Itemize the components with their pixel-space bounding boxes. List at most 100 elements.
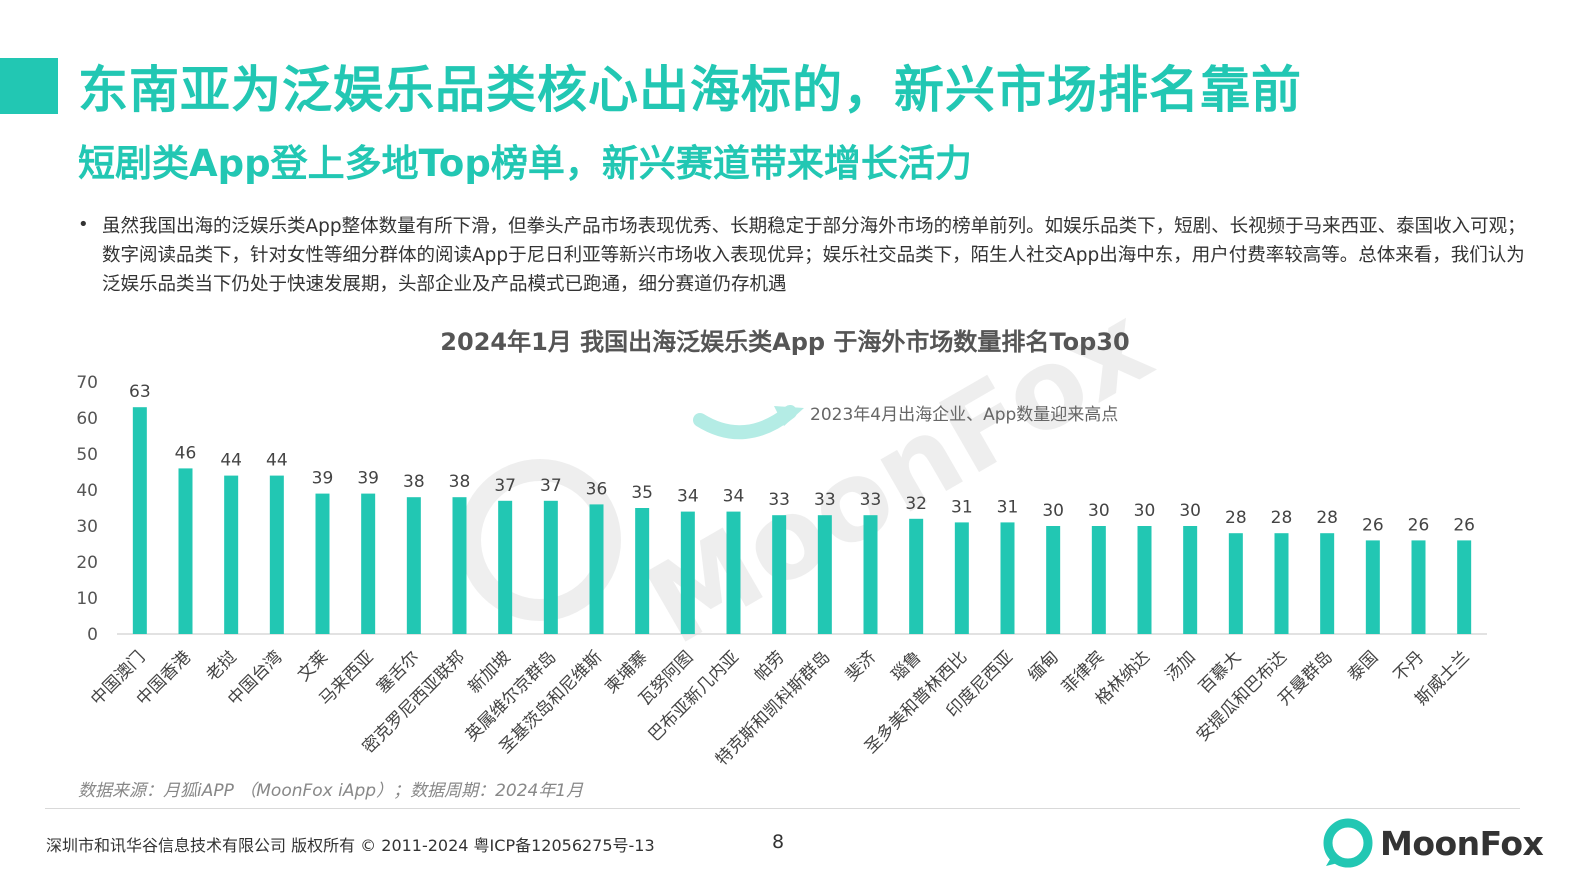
bar xyxy=(543,500,558,634)
bar-value-label: 37 xyxy=(540,476,562,496)
bar xyxy=(406,497,421,634)
x-category-label: 老挝 xyxy=(203,647,241,685)
bar xyxy=(863,515,878,634)
bar-value-label: 35 xyxy=(631,483,653,503)
footer-copyright: 深圳市和讯华谷信息技术有限公司 版权所有 © 2011-2024 粤ICP备12… xyxy=(46,836,655,855)
bar xyxy=(726,511,741,634)
annotation-arrow-icon xyxy=(693,405,797,440)
bar xyxy=(635,508,650,634)
bar xyxy=(909,518,924,634)
x-category-label: 斐济 xyxy=(842,647,880,685)
bar-value-label: 34 xyxy=(723,487,745,507)
bar-value-label: 39 xyxy=(312,469,334,489)
y-tick-label: 0 xyxy=(87,625,98,645)
bar xyxy=(1183,526,1198,634)
bar xyxy=(1228,533,1243,634)
x-category-label: 帕劳 xyxy=(751,647,789,685)
logo-text: MoonFox xyxy=(1380,824,1544,863)
bar-value-label: 30 xyxy=(1088,501,1110,521)
bar xyxy=(817,515,832,634)
y-tick-label: 60 xyxy=(76,409,98,429)
annotation-group: 2023年4月出海企业、App数量迎来高点 xyxy=(693,405,1118,440)
bar-value-label: 33 xyxy=(814,490,836,510)
bar-value-label: 34 xyxy=(677,487,699,507)
y-tick-label: 70 xyxy=(76,373,98,393)
page-title: 东南亚为泛娱乐品类核心出海标的，新兴市场排名靠前 xyxy=(78,61,1302,119)
bar xyxy=(954,522,969,634)
bar-value-label: 28 xyxy=(1225,508,1247,528)
y-tick-label: 50 xyxy=(76,445,98,465)
bar-value-label: 30 xyxy=(1042,501,1064,521)
moonfox-logo: MoonFox xyxy=(1322,818,1544,868)
bullet-dot-icon: • xyxy=(78,214,89,235)
bar xyxy=(1320,533,1335,634)
bar-value-label: 39 xyxy=(357,469,379,489)
bar-chart: MoonFox 2024年1月 我国出海泛娱乐类App 于海外市场数量排名Top… xyxy=(76,280,1487,770)
y-tick-label: 30 xyxy=(76,517,98,537)
bar xyxy=(1411,540,1426,634)
y-axis: 0 10 20 30 40 50 60 70 xyxy=(76,373,98,645)
title-accent-block xyxy=(0,58,58,114)
y-tick-label: 40 xyxy=(76,481,98,501)
bar xyxy=(772,515,787,634)
bar xyxy=(132,407,147,634)
bar-value-label: 30 xyxy=(1179,501,1201,521)
bar xyxy=(178,468,193,634)
bar xyxy=(1046,526,1061,634)
bar-value-label: 31 xyxy=(997,497,1019,517)
bars-group xyxy=(132,407,1472,634)
y-tick-label: 20 xyxy=(76,553,98,573)
value-labels-group: 63 46 44 44 39 39 38 38 37 37 36 35 34 34 33 33 33 32 31 31… xyxy=(129,382,1475,535)
bar xyxy=(361,493,376,634)
bar xyxy=(1000,522,1015,634)
bar-value-label: 30 xyxy=(1134,501,1156,521)
x-category-label: 瑙鲁 xyxy=(888,647,926,685)
bar xyxy=(452,497,467,634)
bar-value-label: 37 xyxy=(494,476,516,496)
bar-value-label: 31 xyxy=(951,497,973,517)
bar xyxy=(1137,526,1152,634)
summary-text: 虽然我国出海的泛娱乐类App整体数量有所下滑，但拳头产品市场表现优秀、长期稳定于… xyxy=(102,216,1526,295)
chart-title: 2024年1月 我国出海泛娱乐类App 于海外市场数量排名Top30 xyxy=(440,328,1129,356)
annotation-text: 2023年4月出海企业、App数量迎来高点 xyxy=(810,405,1118,425)
bar-value-label: 44 xyxy=(220,451,242,471)
bar-value-label: 63 xyxy=(129,382,151,402)
bar-value-label: 32 xyxy=(905,494,927,514)
summary-bullet: • 虽然我国出海的泛娱乐类App整体数量有所下滑，但拳头产品市场表现优秀、长期稳… xyxy=(78,212,1528,299)
bar-value-label: 33 xyxy=(860,490,882,510)
bar-value-label: 26 xyxy=(1453,515,1475,535)
bar xyxy=(1091,526,1106,634)
x-category-label: 文莱 xyxy=(294,647,332,685)
annotation-arrow-head-icon xyxy=(774,406,804,426)
bar-value-label: 36 xyxy=(586,479,608,499)
bar xyxy=(680,511,695,634)
bar-value-label: 26 xyxy=(1408,515,1430,535)
bar xyxy=(315,493,330,634)
x-category-label: 缅甸 xyxy=(1025,647,1063,685)
bar-value-label: 28 xyxy=(1271,508,1293,528)
x-category-label: 不丹 xyxy=(1390,647,1428,685)
bar-value-label: 26 xyxy=(1362,515,1384,535)
footer-divider xyxy=(45,808,1520,809)
bar-value-label: 28 xyxy=(1316,508,1338,528)
x-category-label: 汤加 xyxy=(1162,647,1200,685)
bar-value-label: 33 xyxy=(768,490,790,510)
moonfox-logo-icon xyxy=(1323,818,1373,868)
x-category-label: 泰国 xyxy=(1344,647,1382,685)
bar-value-label: 44 xyxy=(266,451,288,471)
bar-value-label: 38 xyxy=(403,472,425,492)
bar xyxy=(1274,533,1289,634)
bar xyxy=(224,475,239,634)
y-tick-label: 10 xyxy=(76,589,98,609)
data-source: 数据来源：月狐iAPP （MoonFox iApp）；数据周期：2024年1月 xyxy=(78,781,584,801)
bar xyxy=(498,500,513,634)
bar xyxy=(1457,540,1472,634)
bar xyxy=(1365,540,1380,634)
page-number: 8 xyxy=(772,831,785,853)
bar xyxy=(269,475,284,634)
bar-value-label: 46 xyxy=(175,443,197,463)
bar-value-label: 38 xyxy=(449,472,471,492)
bar xyxy=(589,504,604,634)
page-subtitle: 短剧类App登上多地Top榜单，新兴赛道带来增长活力 xyxy=(78,142,972,185)
